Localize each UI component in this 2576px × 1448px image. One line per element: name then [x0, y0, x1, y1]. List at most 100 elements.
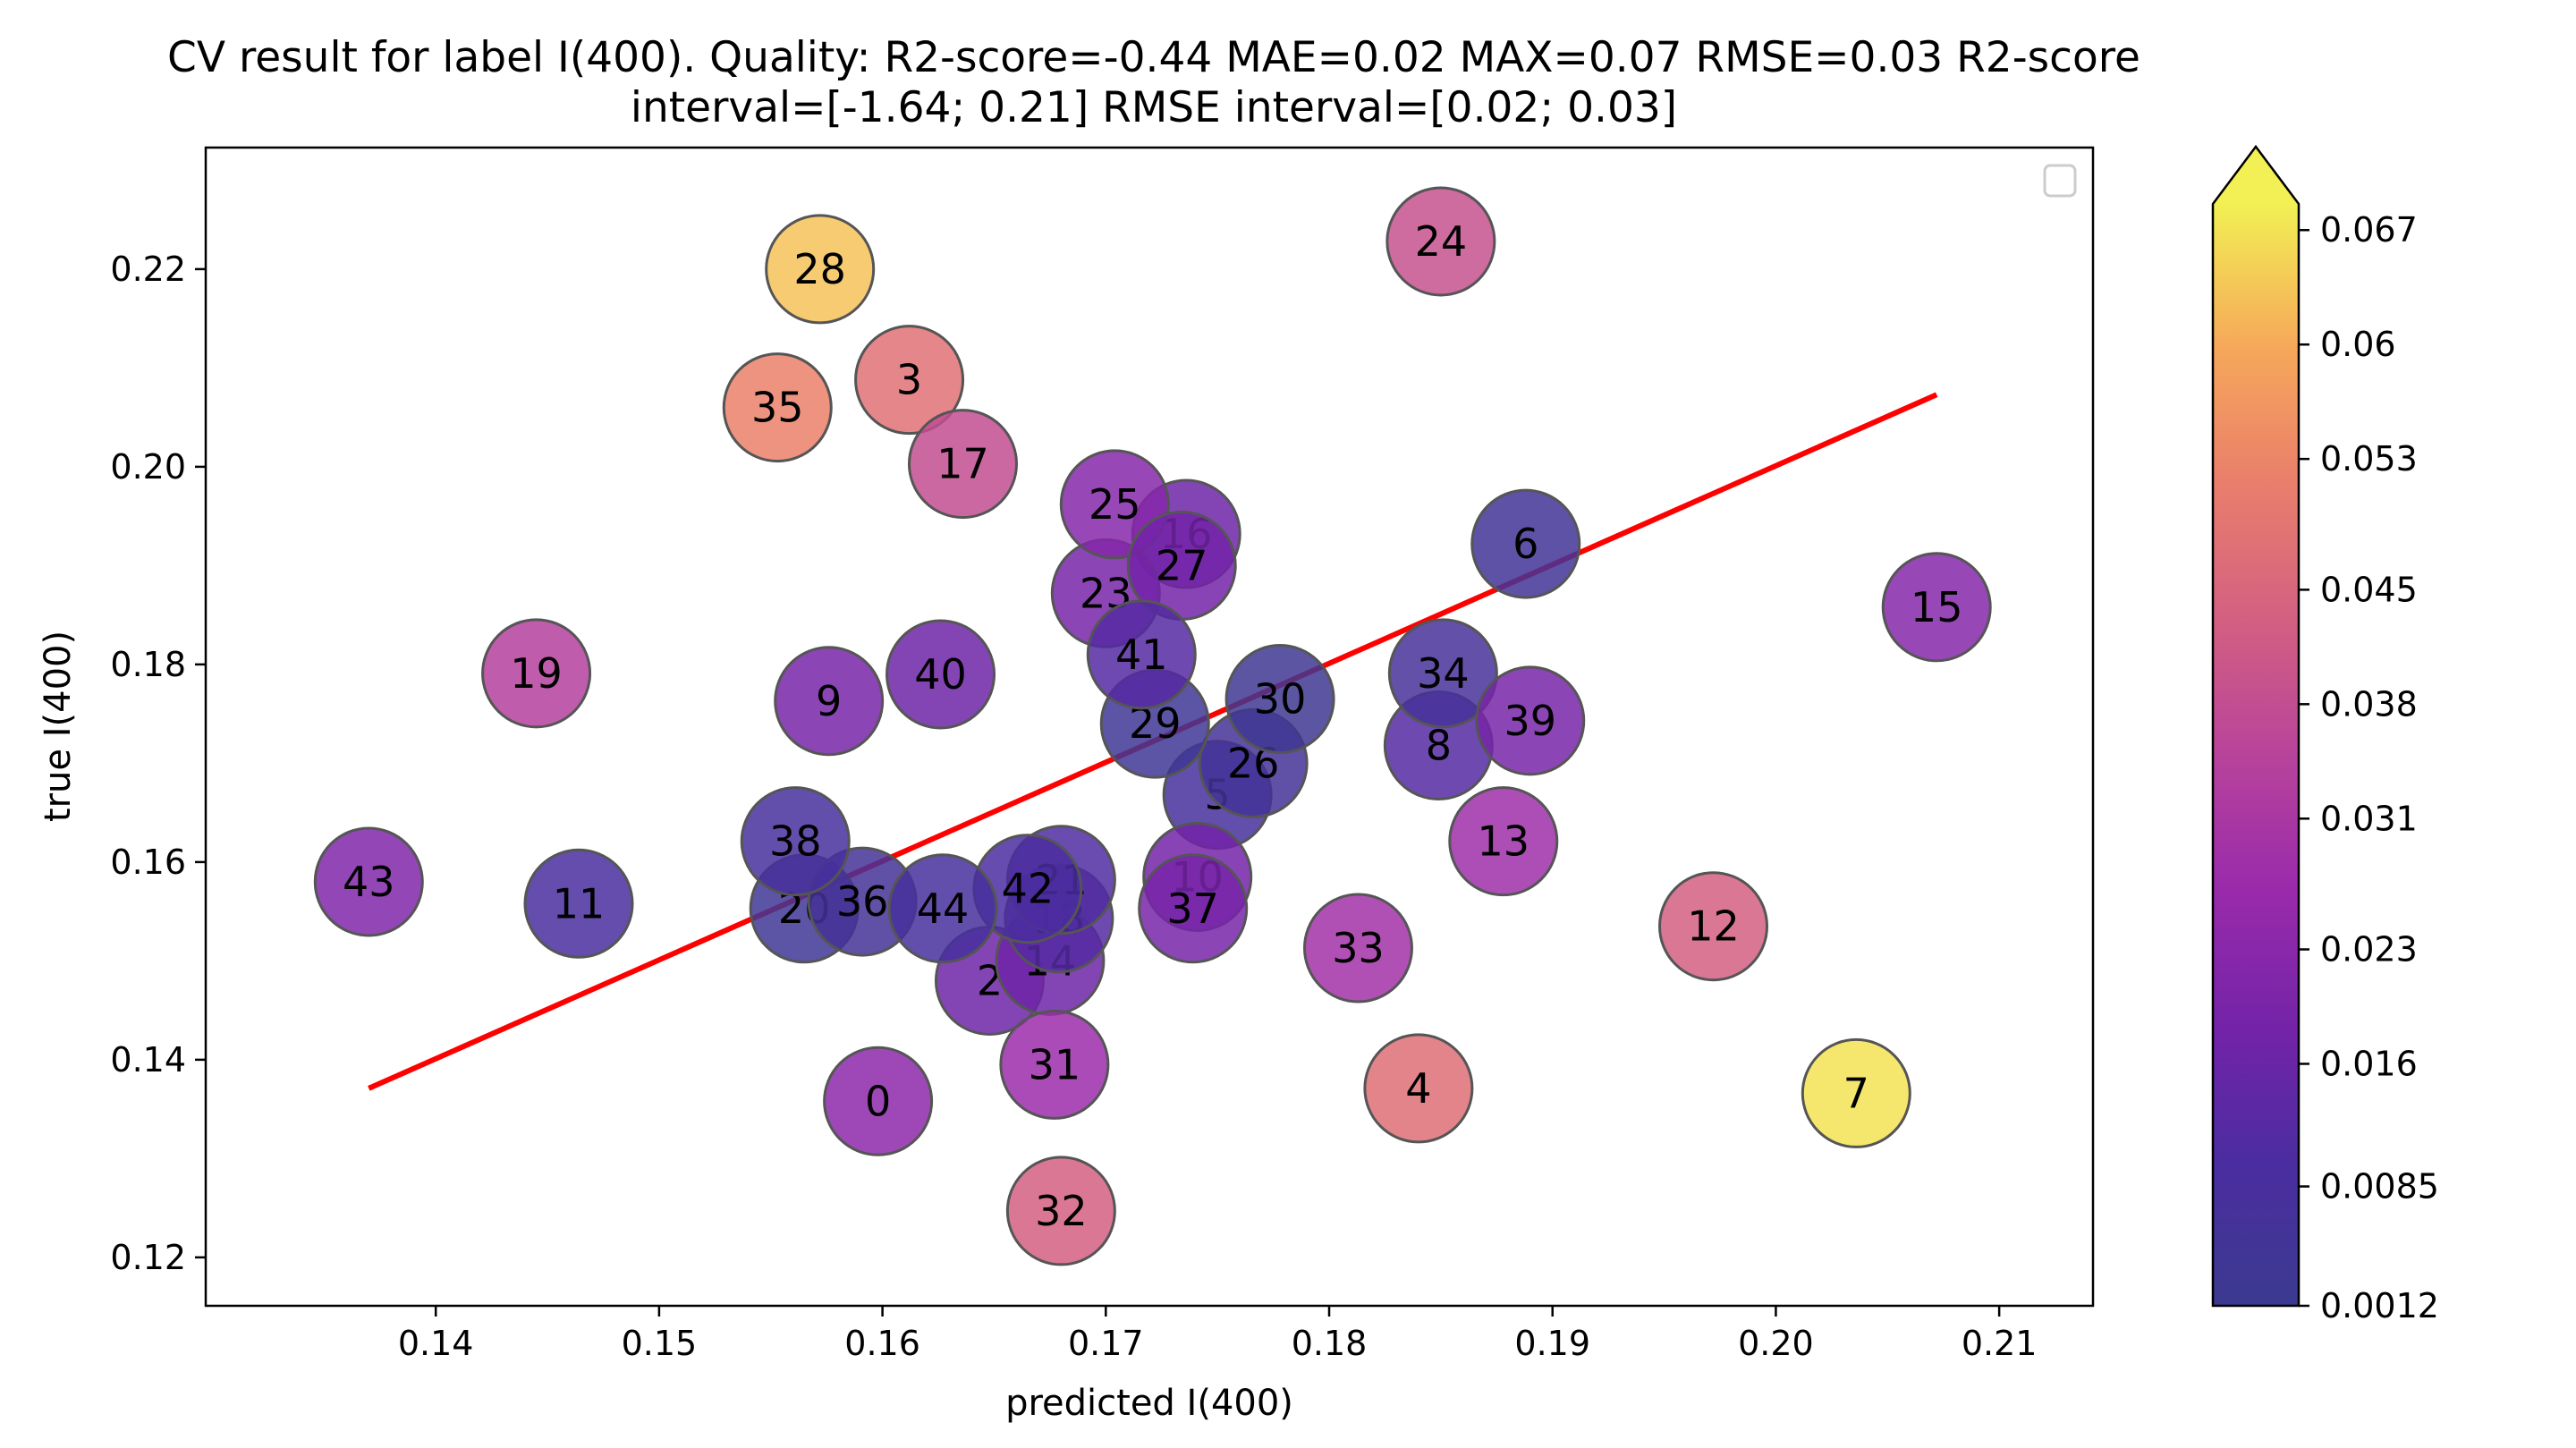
scatter-point: 3	[854, 325, 965, 436]
scatter-point: 39	[1475, 665, 1586, 776]
point-label: 31	[1029, 1040, 1081, 1088]
point-marker	[1224, 644, 1335, 755]
point-label: 4	[1405, 1064, 1431, 1113]
point-label: 28	[793, 245, 846, 293]
colorbar-tick-label: 0.067	[2320, 210, 2418, 250]
point-label: 15	[1911, 583, 1963, 631]
point-marker	[1387, 618, 1498, 729]
scatter-point: 35	[722, 352, 833, 463]
colorbar-tick-label: 0.045	[2320, 570, 2418, 609]
chart-title-line2: interval=[-1.64; 0.21] RMSE interval=[0.…	[631, 83, 1677, 132]
x-tick-label: 0.16	[844, 1324, 920, 1363]
point-marker	[999, 1009, 1110, 1120]
colorbar-outline	[2211, 144, 2301, 1308]
colorbar-tick-label: 0.053	[2320, 439, 2418, 478]
scatter-point: 17	[907, 409, 1018, 520]
point-marker	[1470, 488, 1581, 599]
point-label: 8	[1426, 721, 1452, 769]
point-label: 11	[553, 879, 606, 927]
scatter-point: 12	[1658, 871, 1769, 982]
scatter-point: 31	[999, 1009, 1110, 1120]
point-label: 38	[769, 817, 822, 866]
colorbar-tick-label: 0.06	[2320, 325, 2396, 364]
scatter-point: 11	[523, 848, 634, 959]
point-marker	[313, 826, 424, 937]
scatter-point: 13	[1448, 786, 1559, 897]
scatter-point: 44	[887, 853, 998, 964]
chart-title-line1: CV result for label I(400). Quality: R2-…	[167, 33, 2140, 82]
x-tick-label: 0.18	[1292, 1324, 1368, 1363]
scatter-point: 30	[1224, 644, 1335, 755]
scatter-point: 15	[1881, 552, 1992, 663]
point-marker	[1475, 665, 1586, 776]
point-label: 0	[865, 1077, 891, 1125]
scatter-point: 38	[740, 786, 851, 897]
point-label: 33	[1332, 924, 1385, 972]
point-label: 17	[936, 440, 989, 488]
point-label: 27	[1156, 541, 1208, 589]
scatter-point: 6	[1470, 488, 1581, 599]
y-tick-label: 0.20	[110, 447, 186, 487]
point-label: 35	[751, 384, 804, 432]
point-label: 44	[917, 885, 970, 933]
point-marker	[722, 352, 833, 463]
point-label: 19	[510, 649, 563, 698]
colorbar-gradient	[2213, 204, 2299, 1306]
point-label: 42	[1002, 865, 1055, 913]
y-axis-label: true I(400)	[38, 631, 79, 822]
point-label: 32	[1035, 1187, 1088, 1235]
legend-box	[2043, 164, 2077, 198]
point-marker	[886, 619, 996, 730]
x-tick-label: 0.17	[1068, 1324, 1144, 1363]
scatter-point: 42	[972, 834, 1083, 944]
point-marker	[765, 214, 876, 325]
colorbar-tick-label: 0.0012	[2320, 1286, 2439, 1325]
y-tick-label: 0.22	[110, 250, 186, 289]
colorbar-tick-label: 0.023	[2320, 930, 2418, 970]
colorbar-extend-arrow	[2213, 147, 2299, 204]
y-tick-label: 0.14	[110, 1040, 186, 1080]
point-label: 30	[1254, 675, 1307, 724]
x-tick-label: 0.21	[1962, 1324, 2038, 1363]
point-label: 43	[343, 858, 395, 906]
colorbar: 0.0012 0.0085 0.016 0.023 0.031 0.038 0.045 0.0…	[2211, 144, 2439, 1325]
x-tick-label: 0.19	[1514, 1324, 1590, 1363]
point-marker	[1138, 853, 1249, 964]
point-label: 3	[896, 356, 922, 404]
point-label: 36	[836, 877, 889, 926]
point-marker	[523, 848, 634, 959]
point-marker	[1005, 1156, 1116, 1266]
scatter-point: 33	[1302, 893, 1413, 1003]
point-marker	[907, 409, 1018, 520]
point-marker	[774, 646, 885, 757]
point-marker	[1302, 893, 1413, 1003]
point-marker	[1086, 599, 1197, 710]
scatter-point: 27	[1126, 510, 1237, 621]
scatter-point: 32	[1005, 1156, 1116, 1266]
scatter-point: 37	[1138, 853, 1249, 964]
point-marker	[854, 325, 965, 436]
point-label: 34	[1417, 649, 1470, 698]
point-label: 7	[1843, 1069, 1869, 1117]
scatter-point: 9	[774, 646, 885, 757]
x-tick-label: 0.15	[622, 1324, 698, 1363]
point-marker	[1385, 186, 1496, 297]
scatter-point: 0	[823, 1046, 934, 1156]
point-marker	[1658, 871, 1769, 982]
scatter-point: 24	[1385, 186, 1496, 297]
scatter-point: 43	[313, 826, 424, 937]
scatter-point: 19	[481, 618, 592, 729]
point-label: 24	[1415, 217, 1468, 266]
point-label: 39	[1504, 697, 1556, 745]
point-label: 12	[1687, 902, 1740, 951]
y-tick-label: 0.18	[110, 645, 186, 684]
x-tick-label: 0.20	[1738, 1324, 1814, 1363]
point-marker	[1363, 1033, 1474, 1144]
point-label: 37	[1166, 885, 1219, 933]
x-axis-label: predicted I(400)	[1005, 1383, 1293, 1424]
point-label: 6	[1513, 520, 1538, 568]
point-label: 25	[1089, 480, 1141, 529]
colorbar-tick-label: 0.0085	[2320, 1167, 2439, 1207]
point-marker	[887, 853, 998, 964]
